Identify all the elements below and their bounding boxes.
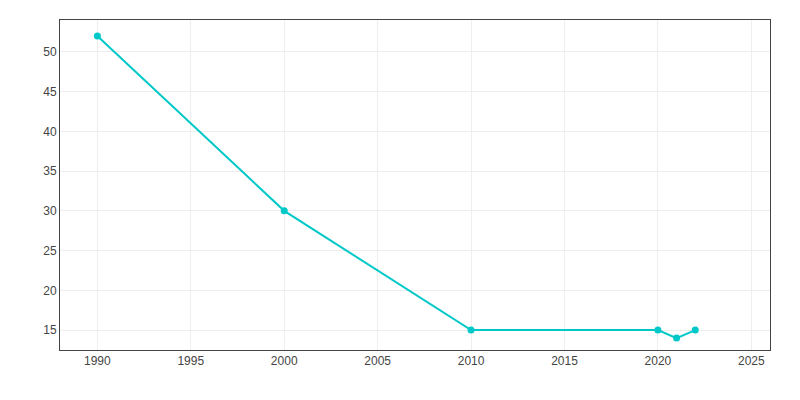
svg-text:2010: 2010 (458, 354, 485, 368)
svg-text:1995: 1995 (177, 354, 204, 368)
svg-text:45: 45 (43, 85, 57, 99)
svg-text:2005: 2005 (364, 354, 391, 368)
svg-text:20: 20 (43, 284, 57, 298)
svg-text:2025: 2025 (738, 354, 765, 368)
svg-text:2015: 2015 (551, 354, 578, 368)
svg-text:40: 40 (43, 125, 57, 139)
svg-text:2000: 2000 (271, 354, 298, 368)
svg-text:25: 25 (43, 244, 57, 258)
svg-text:30: 30 (43, 204, 57, 218)
svg-text:2020: 2020 (645, 354, 672, 368)
svg-text:35: 35 (43, 164, 57, 178)
svg-text:1990: 1990 (84, 354, 111, 368)
svg-text:50: 50 (43, 45, 57, 59)
svg-text:15: 15 (43, 323, 57, 337)
